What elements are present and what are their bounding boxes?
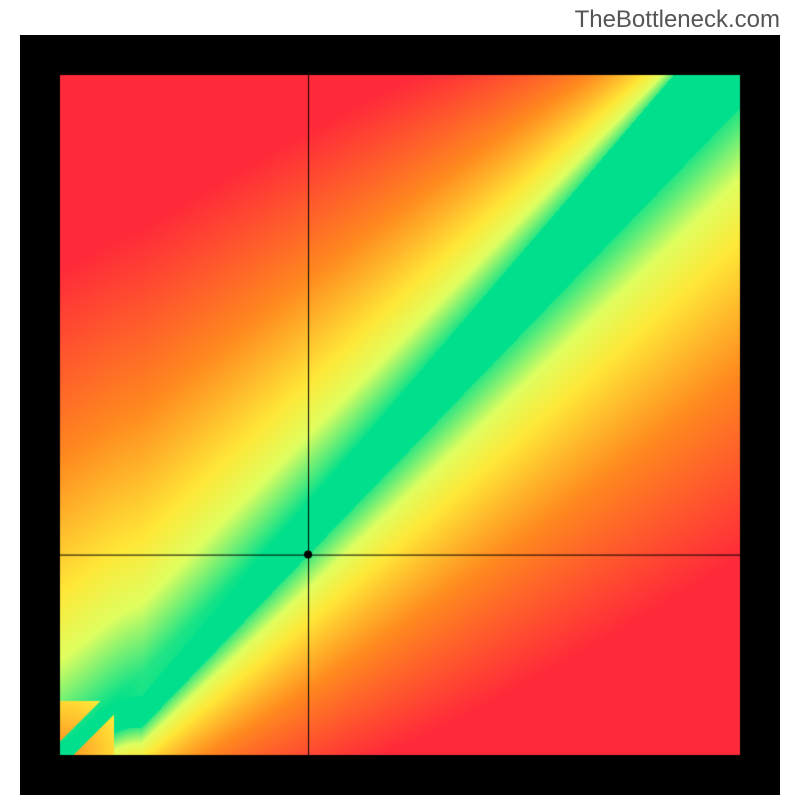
watermark-text: TheBottleneck.com	[575, 6, 780, 34]
bottleneck-heatmap	[20, 35, 780, 795]
